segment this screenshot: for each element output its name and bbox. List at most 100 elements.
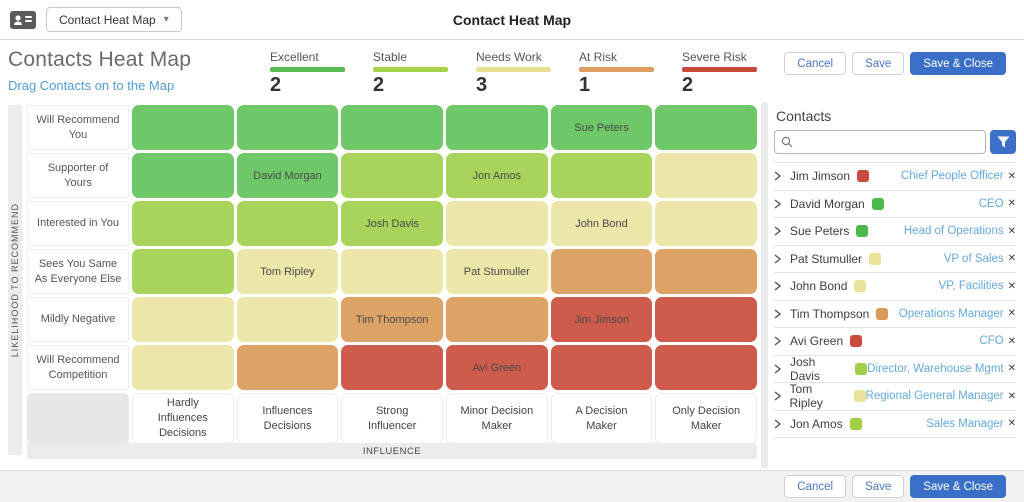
contact-row[interactable]: Josh Davis Director, Warehouse Mgmt ✕: [774, 354, 1016, 383]
expand-chevron-icon[interactable]: [774, 309, 788, 319]
search-box[interactable]: [774, 130, 986, 154]
contact-title-link[interactable]: CEO: [978, 197, 1004, 210]
contact-title-link[interactable]: Regional General Manager: [865, 390, 1004, 403]
contact-row[interactable]: Pat Stumuller VP of Sales ✕: [774, 246, 1016, 273]
contact-title-link[interactable]: VP, Facilities: [938, 280, 1004, 293]
heatmap-cell[interactable]: [655, 201, 757, 246]
heatmap-cell[interactable]: [445, 297, 548, 342]
column-label: Strong Influencer: [341, 393, 443, 444]
remove-contact-icon[interactable]: ✕: [1007, 225, 1016, 237]
legend-item: Stable 2: [373, 50, 448, 97]
filter-button[interactable]: [990, 130, 1016, 154]
vertical-scrollbar[interactable]: [761, 102, 768, 468]
expand-chevron-icon[interactable]: [774, 171, 788, 181]
heatmap-cell-contact[interactable]: John Bond: [550, 201, 653, 246]
remove-contact-icon[interactable]: ✕: [1007, 253, 1016, 265]
remove-contact-icon[interactable]: ✕: [1007, 390, 1016, 402]
heatmap-cell[interactable]: [550, 345, 653, 390]
search-input[interactable]: [798, 135, 979, 149]
contact-row[interactable]: Tom Ripley Regional General Manager ✕: [774, 382, 1016, 411]
heatmap-cell-contact[interactable]: Tom Ripley: [236, 249, 339, 294]
legend-item: Severe Risk 2: [682, 50, 757, 97]
heatmap-cell[interactable]: [236, 201, 339, 246]
heatmap-cell[interactable]: [341, 105, 443, 150]
contacts-card-icon[interactable]: [10, 10, 36, 30]
heatmap-cell[interactable]: [132, 345, 234, 390]
contact-row[interactable]: Sue Peters Head of Operations ✕: [774, 218, 1016, 246]
heatmap-area: Will Recommend You Sue Peters Supporter of…: [27, 100, 757, 470]
contact-row[interactable]: Avi Green CFO ✕: [774, 328, 1016, 356]
footer-bar: Cancel Save Save & Close: [0, 470, 1024, 502]
contact-title-link[interactable]: CFO: [979, 335, 1004, 348]
heatmap-cell[interactable]: [655, 105, 757, 150]
contact-row[interactable]: David Morgan CEO ✕: [774, 191, 1016, 218]
heatmap-cell[interactable]: [341, 153, 443, 198]
remove-contact-icon[interactable]: ✕: [1007, 280, 1016, 292]
contact-row[interactable]: John Bond VP, Facilities ✕: [774, 273, 1016, 301]
contact-row[interactable]: Jim Jimson Chief People Officer ✕: [774, 163, 1016, 191]
heatmap-cell[interactable]: [236, 105, 339, 150]
heatmap-cell-contact[interactable]: Jon Amos: [445, 153, 548, 198]
heatmap-cell[interactable]: [655, 297, 757, 342]
remove-contact-icon[interactable]: ✕: [1007, 363, 1016, 375]
heatmap-cell[interactable]: [341, 249, 443, 294]
cancel-button[interactable]: Cancel: [784, 52, 847, 75]
heatmap-cell[interactable]: [655, 249, 757, 294]
remove-contact-icon[interactable]: ✕: [1007, 170, 1016, 182]
status-swatch: [876, 307, 889, 320]
expand-chevron-icon[interactable]: [774, 281, 788, 291]
expand-chevron-icon[interactable]: [774, 419, 788, 429]
contact-title-link[interactable]: Director, Warehouse Mgmt: [867, 362, 1004, 375]
contact-title-link[interactable]: Chief People Officer: [900, 170, 1004, 183]
heatmap-cell[interactable]: [236, 297, 339, 342]
heatmap-cell[interactable]: [341, 345, 443, 390]
footer-cancel-button[interactable]: Cancel: [784, 475, 847, 498]
contact-name: Josh Davis: [789, 354, 820, 383]
remove-contact-icon[interactable]: ✕: [1007, 308, 1016, 320]
heatmap-cell[interactable]: [655, 345, 757, 390]
status-swatch: [869, 252, 882, 265]
heatmap-cell-contact[interactable]: Josh Davis: [341, 201, 443, 246]
contact-title-link[interactable]: Operations Manager: [898, 307, 1004, 320]
heatmap-cell[interactable]: [132, 297, 234, 342]
heatmap-cell-contact[interactable]: Jim Jimson: [550, 297, 653, 342]
heatmap-cell[interactable]: [445, 201, 548, 246]
expand-chevron-icon[interactable]: [774, 199, 788, 209]
contact-name: Pat Stumuller: [790, 251, 863, 266]
save-button[interactable]: Save: [852, 52, 905, 75]
view-selector-dropdown[interactable]: Contact Heat Map ▾: [46, 7, 182, 32]
legend: Excellent 2 Stable 2 Needs Work 3 At Risk 1 Seve…: [270, 50, 757, 97]
contact-title-link[interactable]: Head of Operations: [903, 225, 1004, 238]
heatmap-cell[interactable]: [132, 201, 234, 246]
contact-name: Tom Ripley: [789, 382, 823, 411]
heatmap-cell-contact[interactable]: Pat Stumuller: [445, 249, 548, 294]
expand-chevron-icon[interactable]: [774, 364, 788, 374]
remove-contact-icon[interactable]: ✕: [1007, 418, 1016, 430]
expand-chevron-icon[interactable]: [774, 226, 788, 236]
heatmap-cell-contact[interactable]: Avi Green: [445, 345, 548, 390]
heatmap-cell[interactable]: [550, 249, 653, 294]
heatmap-cell-contact[interactable]: Tim Thompson: [341, 297, 443, 342]
x-axis-label: INFLUENCE: [27, 443, 757, 459]
remove-contact-icon[interactable]: ✕: [1007, 198, 1016, 210]
contact-title-link[interactable]: VP of Sales: [943, 252, 1004, 265]
heatmap-cell[interactable]: [655, 153, 757, 198]
expand-chevron-icon[interactable]: [774, 254, 788, 264]
remove-contact-icon[interactable]: ✕: [1007, 335, 1016, 347]
contact-row[interactable]: Tim Thompson Operations Manager ✕: [774, 301, 1016, 328]
contact-row[interactable]: Jon Amos Sales Manager ✕: [774, 411, 1016, 438]
footer-save-button[interactable]: Save: [852, 475, 905, 498]
heatmap-cell[interactable]: [132, 153, 234, 198]
heatmap-cell[interactable]: [445, 105, 548, 150]
heatmap-cell[interactable]: [550, 153, 653, 198]
expand-chevron-icon[interactable]: [774, 336, 788, 346]
heatmap-cell[interactable]: [132, 105, 234, 150]
heatmap-cell[interactable]: [236, 345, 339, 390]
expand-chevron-icon[interactable]: [774, 391, 788, 401]
heatmap-cell-contact[interactable]: David Morgan: [236, 153, 339, 198]
heatmap-cell[interactable]: [132, 249, 234, 294]
save-close-button[interactable]: Save & Close: [910, 52, 1006, 75]
footer-save-close-button[interactable]: Save & Close: [910, 475, 1006, 498]
contact-title-link[interactable]: Sales Manager: [926, 417, 1004, 430]
heatmap-cell-contact[interactable]: Sue Peters: [550, 105, 653, 150]
